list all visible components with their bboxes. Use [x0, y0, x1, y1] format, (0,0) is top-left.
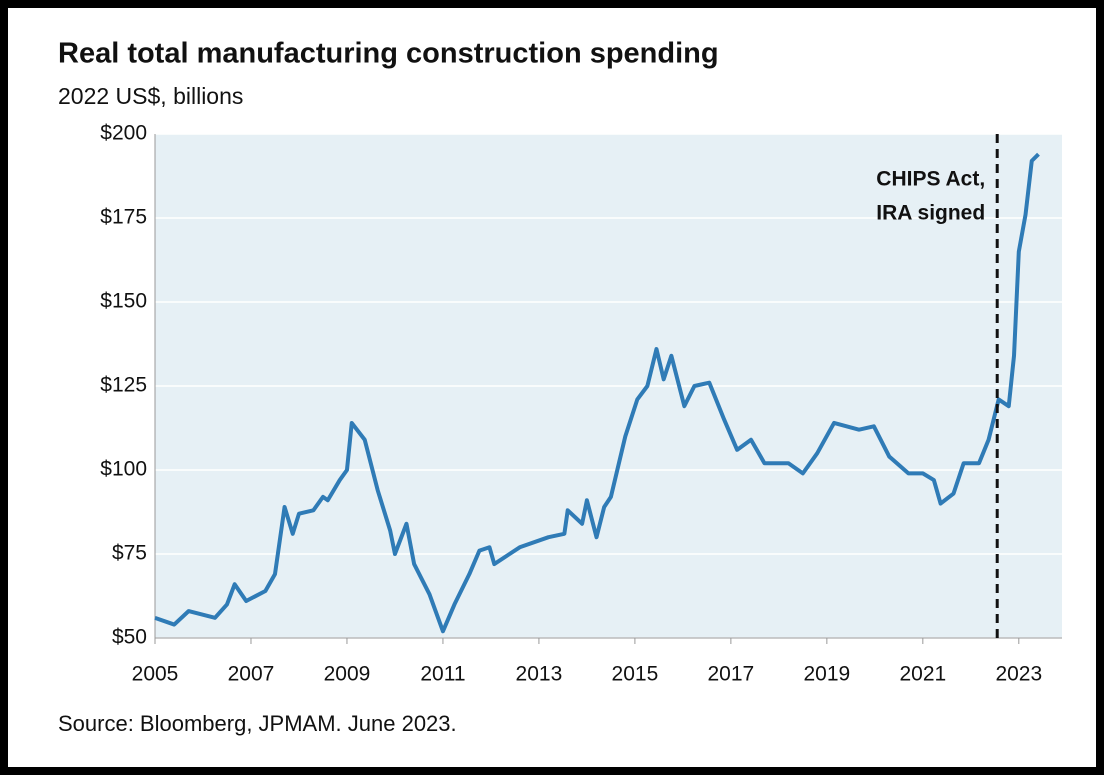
- x-tick-label: 2021: [899, 663, 946, 686]
- x-tick-label: 2023: [995, 663, 1042, 686]
- y-tick-label: $75: [112, 542, 147, 565]
- annotation-text: CHIPS Act,: [876, 168, 985, 191]
- annotation-text: IRA signed: [876, 202, 985, 225]
- x-tick-label: 2015: [612, 663, 659, 686]
- x-tick-label: 2011: [420, 663, 465, 686]
- chart-subtitle: 2022 US$, billions: [58, 83, 243, 109]
- y-tick-label: $175: [100, 206, 147, 229]
- y-tick-label: $200: [100, 122, 147, 145]
- y-tick-label: $100: [100, 458, 147, 481]
- x-tick-label: 2019: [803, 663, 850, 686]
- source-note: Source: Bloomberg, JPMAM. June 2023.: [58, 711, 457, 736]
- y-tick-label: $125: [100, 374, 147, 397]
- chart-title: Real total manufacturing construction sp…: [58, 38, 719, 70]
- y-tick-label: $50: [112, 626, 147, 649]
- y-tick-label: $150: [100, 290, 147, 313]
- x-tick-label: 2009: [324, 663, 371, 686]
- data-line: [154, 152, 1040, 634]
- x-tick-label: 2017: [708, 663, 755, 686]
- x-tick-label: 2005: [132, 663, 179, 686]
- x-tick-label: 2007: [228, 663, 275, 686]
- x-tick-label: 2013: [516, 663, 563, 686]
